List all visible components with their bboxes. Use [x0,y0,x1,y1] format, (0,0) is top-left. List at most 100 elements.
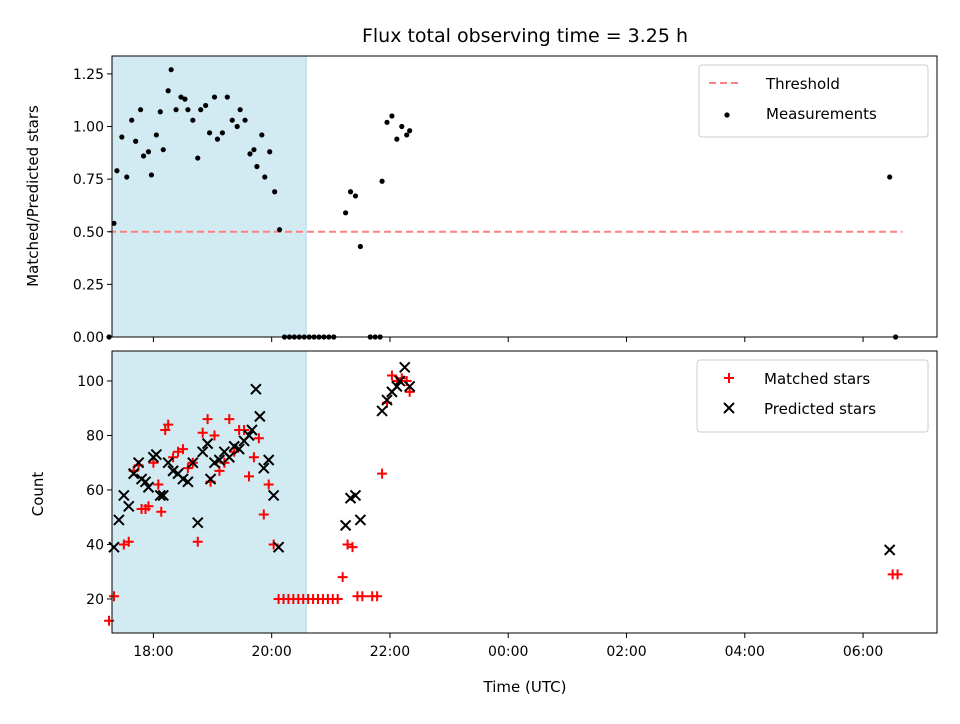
legend-box [698,64,929,138]
data-point [337,572,348,583]
data-point [156,506,167,517]
data-point [177,444,188,455]
data-point [219,130,225,136]
data-point [224,414,235,425]
data-point [246,424,258,436]
data-point [267,149,273,155]
data-point [154,489,167,502]
axes-frame [111,350,938,634]
data-point [201,437,214,450]
data-point [259,132,265,138]
y-tick-label: 0.75 [73,172,104,188]
data-point [124,174,130,180]
series-predicted-stars [108,361,896,556]
data-point [386,370,397,381]
data-point [244,471,255,482]
data-point [214,136,221,142]
data-point [113,514,125,526]
y-tick-label: 0.00 [73,330,104,346]
data-point [892,569,903,580]
legend-plus-swatch [724,373,734,383]
data-point [133,138,139,144]
y-tick-label: 0.50 [73,225,104,241]
data-point [129,117,135,123]
data-point [352,193,359,199]
legend-dot-swatch [724,112,730,118]
y-tick-label: 100 [77,374,104,390]
data-point [168,67,174,73]
data-point [163,419,174,430]
legend: Matched stars Predicted stars [696,359,929,433]
data-point [233,443,245,455]
data-point [251,147,257,153]
x-tick-label: 00:00 [488,644,528,660]
data-point [157,109,163,115]
y-tick-label: 20 [86,592,104,608]
data-point [153,479,164,490]
data-point [389,113,395,119]
data-point [162,457,174,469]
data-point [403,380,416,393]
data-point [229,117,235,123]
x-tick-label: 02:00 [606,644,646,660]
axes-frame [111,55,938,338]
data-point [381,394,393,406]
data-point [407,128,413,134]
data-point [108,591,119,602]
data-point [223,451,236,463]
y-tick-label: 80 [86,428,104,444]
data-point [195,155,201,161]
data-point [384,119,390,125]
y-tick-label: 0.25 [73,277,104,293]
x-tick-label: 06:00 [843,644,883,660]
data-point [190,117,196,123]
data-point [119,134,125,140]
data-point [247,151,253,157]
data-point [123,536,134,547]
data-point [182,96,188,102]
data-point [267,489,280,502]
data-point [206,130,213,136]
plot-layer: 0.00 0.25 0.50 0.75 1.00 1.25 Threshold Measure… [73,55,938,660]
data-point [263,479,274,490]
data-point [376,405,388,417]
data-point [148,172,155,178]
panel-ratio: 0.00 0.25 0.50 0.75 1.00 1.25 Threshold Measure… [73,55,938,346]
legend: Threshold Measurements [698,64,929,138]
data-point [404,386,415,397]
x-tick-label: 22:00 [370,644,410,660]
data-point [254,410,266,423]
data-point [160,147,166,153]
observing-window [111,55,307,338]
chart-title: Flux total observing time = 3.25 h [362,25,688,47]
data-point [263,454,275,466]
data-point [253,433,264,444]
data-point [224,94,230,100]
data-point [204,473,217,485]
data-point [198,107,204,113]
data-point [127,467,140,480]
x-tick-label: 04:00 [725,644,765,660]
data-point [339,519,352,532]
data-point [239,425,250,436]
data-point [211,94,218,100]
data-point [272,541,285,553]
data-point [377,468,388,479]
data-point [242,117,248,123]
data-point [250,383,262,395]
data-point [399,361,411,374]
data-point [192,536,203,547]
data-point [139,476,152,488]
data-point [357,591,368,602]
legend-label: Measurements [766,105,877,123]
bottom-y-axis-label: Count [29,472,47,517]
data-point [887,174,893,180]
data-point [213,454,226,466]
data-point [237,107,243,113]
data-point [145,149,152,155]
data-point [272,189,278,195]
y-tick-label: 1.25 [73,67,104,83]
data-point [165,88,171,94]
legend-label: Predicted stars [764,400,876,418]
data-point [379,178,385,184]
